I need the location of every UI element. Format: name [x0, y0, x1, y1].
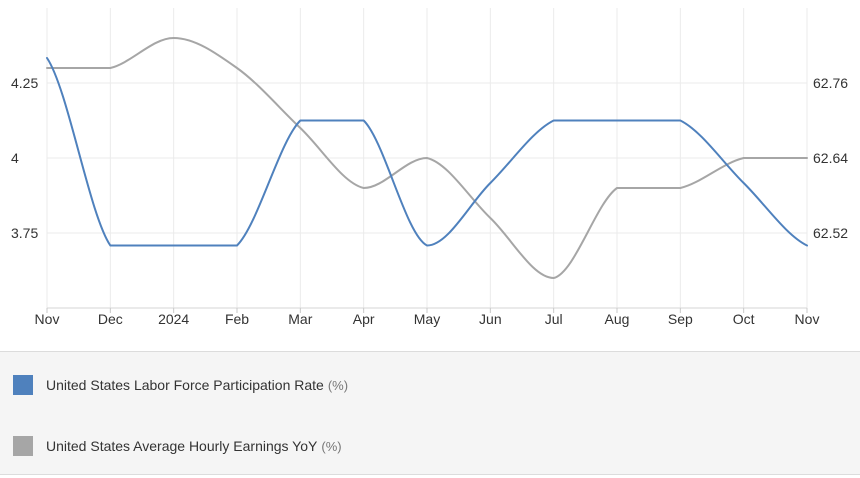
chart-area: Nov Dec 2024 Feb Mar Apr May Jun Jul Aug Sep Oct Nov…	[11, 8, 848, 327]
series-line-participation-rate	[46, 57, 808, 247]
legend-swatch-participation-rate	[13, 375, 33, 395]
x-tick-label: Jun	[479, 311, 502, 327]
legend-label-participation-rate: United States Labor Force Participation …	[46, 377, 324, 393]
right-y-tick-label: 62.52	[813, 225, 848, 241]
x-tick-label: Sep	[668, 311, 693, 327]
left-y-tick-label: 4.25	[11, 75, 38, 91]
left-y-tick-label: 3.75	[11, 225, 38, 241]
x-tick-label: May	[414, 311, 440, 327]
legend-unit-hourly-earnings: (%)	[321, 438, 342, 454]
x-tick-label: Apr	[353, 311, 375, 327]
line-chart: Nov Dec 2024 Feb Mar Apr May Jun Jul Aug Sep Oct Nov…	[11, 8, 848, 327]
x-tick-label: Mar	[288, 311, 312, 327]
x-tick-label: Aug	[605, 311, 630, 327]
legend-swatch-hourly-earnings	[13, 436, 33, 456]
x-tick-label: Feb	[225, 311, 249, 327]
x-tick-label: 2024	[158, 311, 189, 327]
legend-label-hourly-earnings: United States Average Hourly Earnings Yo…	[46, 438, 318, 454]
x-tick-label: Oct	[733, 311, 755, 327]
left-y-tick-label: 4	[11, 150, 19, 166]
x-tick-label: Jul	[545, 311, 563, 327]
x-tick-label: Dec	[98, 311, 123, 327]
x-tick-label: Nov	[795, 311, 820, 327]
chart-legend: United States Labor Force Participation …	[0, 351, 860, 475]
legend-item-hourly-earnings[interactable]: United States Average Hourly Earnings Yo…	[13, 436, 342, 456]
legend-item-participation-rate[interactable]: United States Labor Force Participation …	[13, 375, 348, 395]
right-y-tick-label: 62.76	[813, 75, 848, 91]
right-y-tick-label: 62.64	[813, 150, 848, 166]
legend-unit-participation-rate: (%)	[327, 377, 349, 393]
series-line-hourly-earnings	[46, 37, 808, 279]
x-tick-label: Nov	[35, 311, 60, 327]
